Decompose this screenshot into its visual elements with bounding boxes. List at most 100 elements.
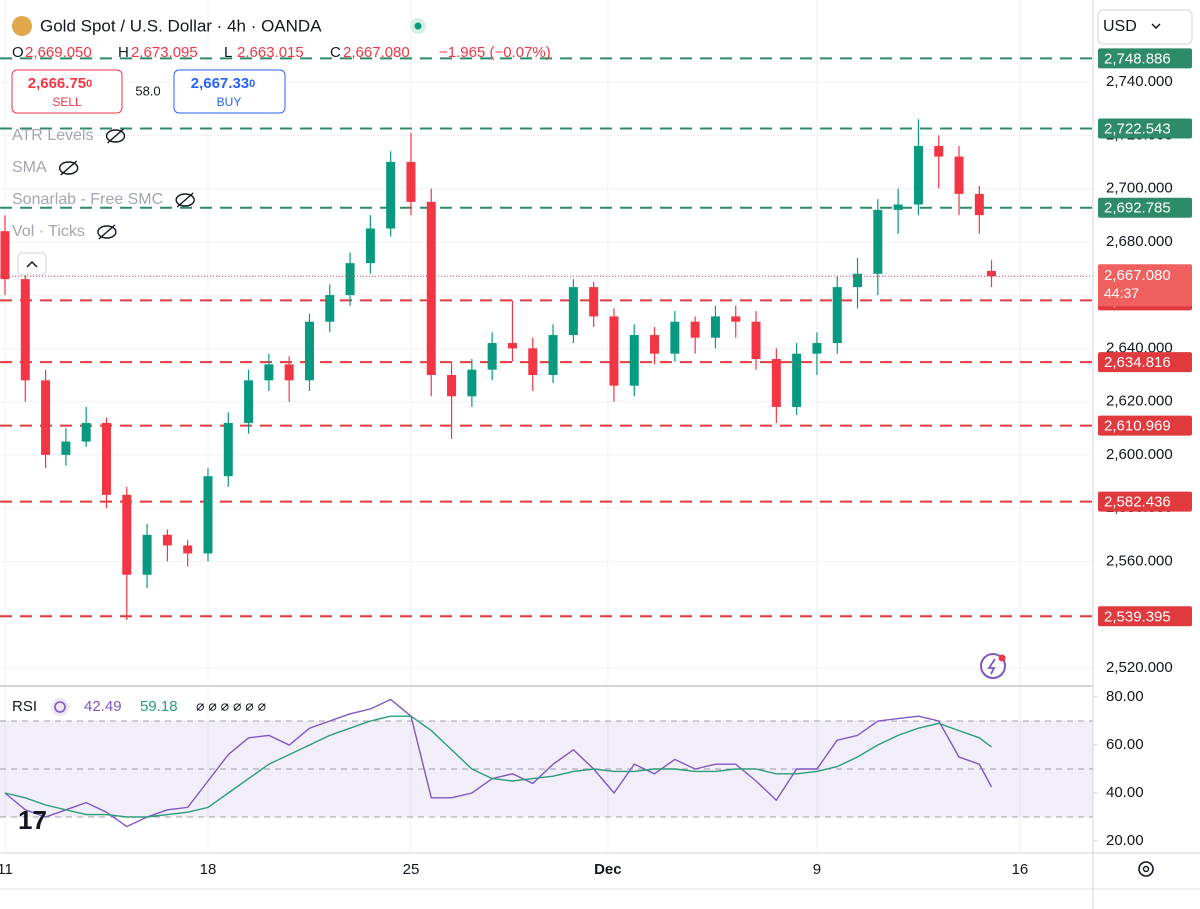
candle-body [284,364,294,381]
level-label-box [1098,415,1192,436]
candle-body [101,422,111,495]
candle-body [629,335,639,386]
level-label: 2,582.436 [1104,494,1171,511]
level-label: 2,539.395 [1104,608,1171,625]
candle-body [548,335,558,375]
candle-body [893,204,903,210]
candle-body [304,321,314,381]
buy-price-small: 0 [249,78,255,90]
ohlc-value: 2,663.015 [237,44,304,61]
candle-body [771,359,781,407]
alert-bolt [987,658,996,675]
y-tick-label: 2,520.000 [1106,659,1173,676]
settings-icon-core [1142,865,1150,873]
candle-body [812,343,822,354]
x-tick-label: Dec [594,861,622,878]
candle-body [487,343,497,370]
rsi-tick-label: 80.00 [1106,688,1144,705]
level-label-box [1098,606,1192,627]
countdown: 44:37 [1104,285,1139,301]
alert-dot [998,654,1006,662]
candle-body [568,287,578,336]
visibility-icon[interactable] [58,161,79,175]
candle-body [223,422,233,477]
last-price-box [1098,264,1192,307]
sell-price-main: 2,666.75 [28,75,86,92]
candle-body [954,156,964,194]
settings-icon[interactable] [1138,861,1154,877]
candle-body [122,494,132,575]
level-label-box [1098,491,1192,512]
rsi-value: 42.49 [84,698,122,715]
candle-body [974,193,984,216]
collapse-icon [26,260,38,268]
visibility-slash [98,224,116,240]
candle-body [447,374,457,397]
visibility-icon[interactable] [97,225,117,239]
alert-icon[interactable] [980,653,1006,679]
ohlc-key: O [12,44,24,61]
sell-button[interactable] [11,69,123,114]
currency: USD [1103,18,1137,35]
x-tick-label: 9 [813,861,821,878]
indicator-label[interactable]: SMA [12,159,47,176]
visibility-icon[interactable] [105,129,126,143]
candle-body [203,476,213,554]
indicator-list: ATR Levels SMA Sonarlab - Free SMC Vol · Ti… [12,127,195,240]
spread: 58.0 [135,83,160,98]
ohlc-key: H [118,44,129,61]
y-tick-label: 2,680.000 [1106,233,1173,250]
rsi-line [4,698,993,828]
x-tick-label: 16 [1012,861,1029,878]
ohlc-value: 2,667.080 [343,44,410,61]
candle-body [731,316,741,322]
visibility-slash [176,192,194,208]
collapse-button[interactable] [17,252,47,276]
status-dot-core [414,22,422,30]
buy-price: 2,667.330 [191,75,256,92]
change: −1.965 (−0.07%) [439,44,551,61]
y-tick-label: 2,620.000 [1106,393,1173,410]
plot [0,57,1093,828]
ohlc-legend: O 2,669.050 H 2,673.095 L 2,663.015 C 2,667.080… [12,44,551,61]
x-tick-label: 11 [0,861,13,878]
level-label-box [1098,48,1192,69]
candle-body [162,534,172,546]
candle-body [987,270,997,277]
rsi-tick-label: 40.00 [1106,784,1144,801]
candle-body [589,287,599,317]
candle-body [183,545,193,554]
candle-body [325,295,335,322]
rsi-icon-ring [54,701,66,713]
symbol-title[interactable]: Gold Spot / U.S. Dollar · 4h · OANDA [40,16,322,35]
candle-body [751,321,761,360]
visibility-icon[interactable] [175,193,195,207]
rsi-tick-label: 60.00 [1106,736,1144,753]
indicator-label[interactable]: Sonarlab - Free SMC [12,191,163,208]
candle-body [20,279,30,381]
candle-body [386,161,396,229]
candle-body [609,316,619,386]
x-tick-label: 25 [403,861,420,878]
candle-body [913,145,923,205]
candle-body [244,380,254,423]
indicator-label[interactable]: Vol · Ticks [12,223,85,240]
last-price-label: 2,667.080 [1104,267,1171,284]
candle-body [670,321,680,354]
level-label: 2,748.886 [1104,50,1171,67]
y-tick-label: 2,740.000 [1106,73,1173,90]
candle-body [426,201,436,375]
ohlc-key: L [224,44,232,61]
candle-body [650,335,660,354]
indicator-label[interactable]: ATR Levels [12,127,94,144]
ohlc-value: 2,669.050 [25,44,92,61]
currency-button[interactable] [1097,9,1193,45]
candle-body [365,228,375,264]
level-label: 2,634.816 [1104,354,1171,371]
candle-body [710,316,720,338]
sell-price: 2,666.750 [28,75,93,92]
candle-body [832,287,842,344]
buy-button[interactable] [173,69,286,114]
